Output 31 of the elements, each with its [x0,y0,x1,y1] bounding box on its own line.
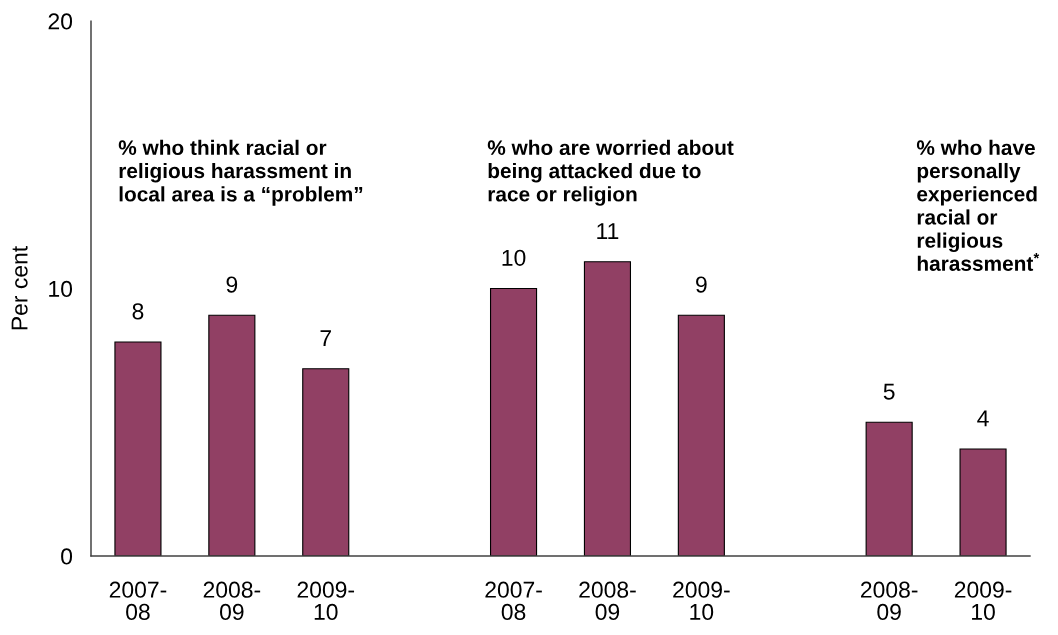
bar [959,448,1007,556]
x-tick-label: 2008- 09 [203,581,261,621]
bar [489,287,538,556]
data-label: 7 [320,330,331,346]
bar [583,261,632,556]
y-axis-title: Per cent [11,245,28,330]
annotation: % who are worried about being attacked due to race or religion [487,139,734,206]
x-tick-label: 2009- 10 [297,581,355,621]
bar [865,421,913,556]
x-tick-label: 2007- 08 [485,581,542,621]
y-tick-label: 10 [49,280,73,298]
bar [114,341,162,556]
data-label: 8 [132,303,144,320]
data-label: 10 [502,249,526,266]
bar [302,368,350,556]
y-tick-label: 0 [61,548,73,565]
data-label: 9 [696,276,707,293]
data-label: 4 [977,410,989,427]
x-tick-label: 2008- 09 [579,581,636,621]
x-tick-label: 2008- 09 [861,581,918,621]
bar [677,314,725,556]
data-label: 11 [597,223,619,239]
x-tick-label: 2007- 08 [109,581,167,621]
annotation: % who think racial or religious harassment in local area is a “problem” [118,139,363,206]
y-tick-label: 20 [48,13,73,30]
x-tick-label: 2009- 10 [954,581,1012,621]
bar [208,314,256,556]
data-label: 5 [883,383,895,400]
annotation: % who have personally experienced racial or religious harassment$^{*}$ [916,139,1040,271]
data-label: 9 [226,276,238,293]
x-tick-label: 2009- 10 [673,581,730,621]
